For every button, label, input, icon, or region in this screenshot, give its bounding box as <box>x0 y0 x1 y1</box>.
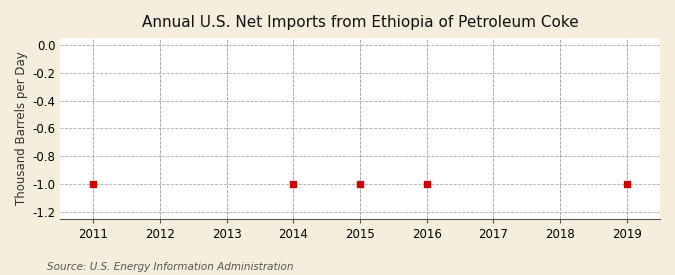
Text: Source: U.S. Energy Information Administration: Source: U.S. Energy Information Administ… <box>47 262 294 271</box>
Title: Annual U.S. Net Imports from Ethiopia of Petroleum Coke: Annual U.S. Net Imports from Ethiopia of… <box>142 15 578 30</box>
Y-axis label: Thousand Barrels per Day: Thousand Barrels per Day <box>15 51 28 205</box>
